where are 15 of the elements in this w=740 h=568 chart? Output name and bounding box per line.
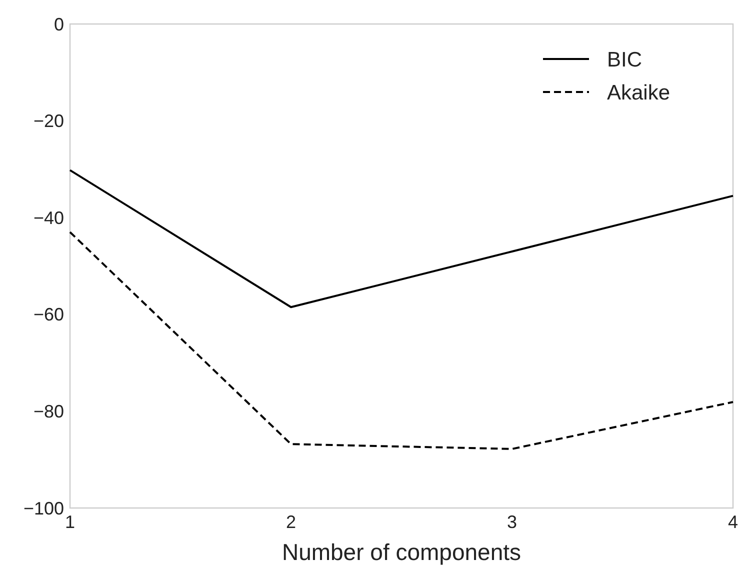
y-tick-label: −80 [33, 402, 64, 422]
x-axis-title: Number of components [282, 539, 522, 565]
x-tick-label: 1 [64, 512, 76, 532]
legend-label: BIC [607, 48, 642, 72]
line-series [69, 169, 734, 308]
line-series [69, 231, 734, 450]
y-tick-label: −40 [33, 208, 64, 228]
x-tick-label: 4 [728, 512, 738, 532]
y-tick-label: 0 [54, 14, 64, 34]
x-tick-label: 2 [286, 512, 296, 532]
x-tick-label: 3 [506, 512, 518, 532]
y-tick-label: −60 [33, 304, 64, 325]
y-tick-label: −20 [33, 111, 64, 132]
y-tick-label: −100 [23, 498, 64, 518]
legend-label: Akaike [607, 81, 670, 104]
